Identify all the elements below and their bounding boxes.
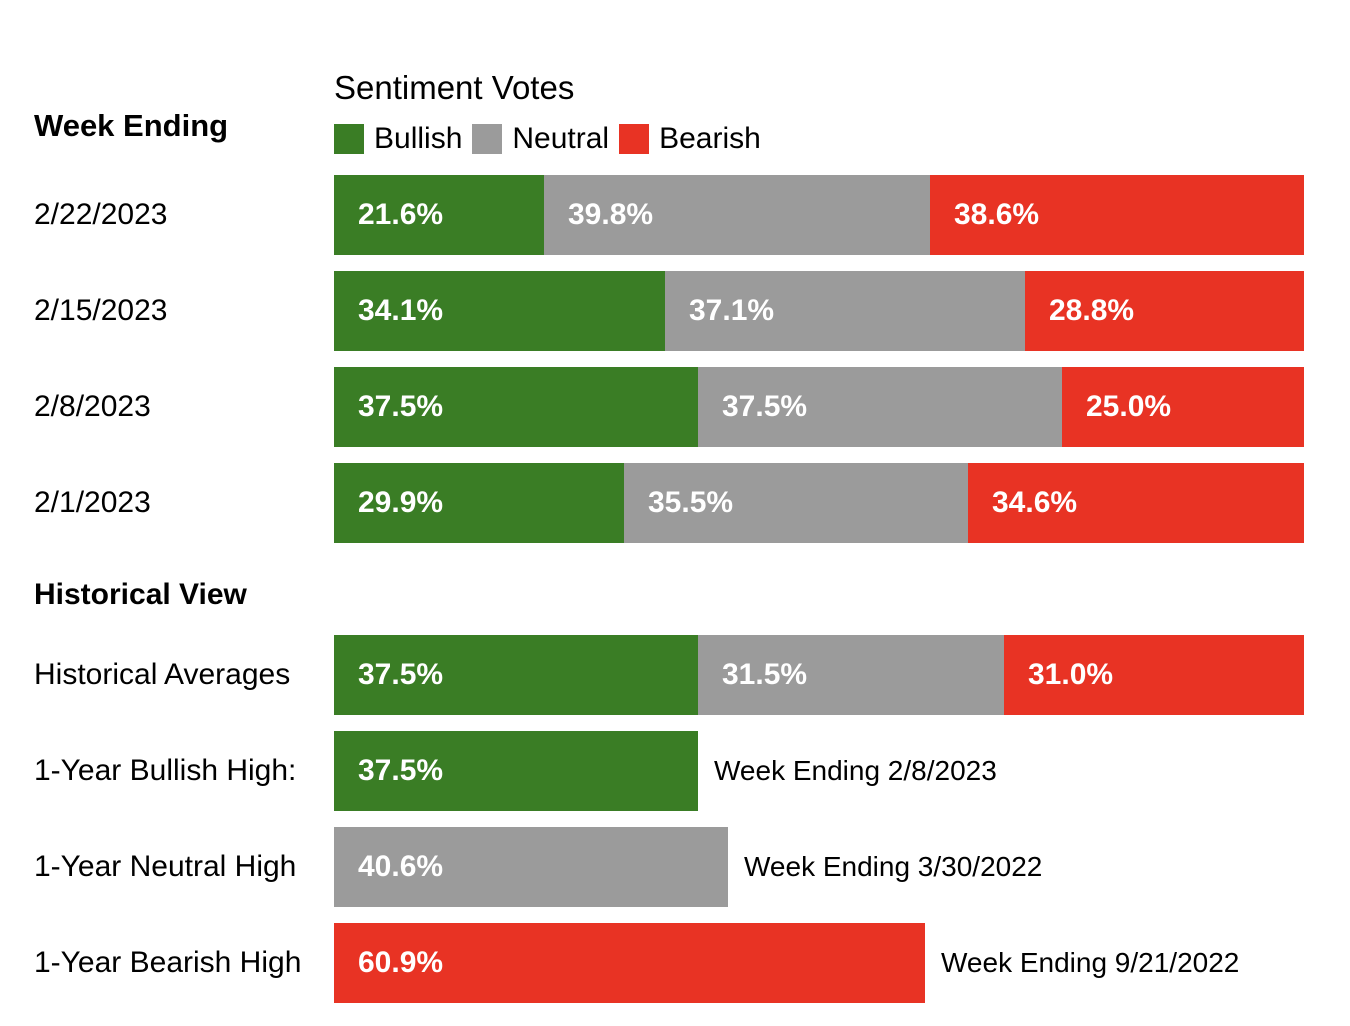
bar-segment-neutral: 37.5% [698, 367, 1062, 447]
week-label: 2/8/2023 [34, 390, 151, 423]
legend-swatch-neutral [472, 124, 503, 154]
bearish-high-note: Week Ending 9/21/2022 [941, 947, 1240, 978]
bullish-high-note: Week Ending 2/8/2023 [714, 755, 997, 786]
bearish-high-bar: 60.9% [334, 923, 925, 1003]
legend-item-bearish: Bearish [619, 122, 761, 156]
historical-averages-bar: 37.5% 31.5% 31.0% [334, 635, 1304, 715]
week-label: 2/15/2023 [34, 294, 168, 327]
bullish-high-bar: 37.5% [334, 731, 698, 811]
bar-segment-bullish: 37.5% [334, 731, 698, 811]
bar-segment-neutral: 39.8% [544, 175, 930, 255]
week-bar: 21.6% 39.8% 38.6% [334, 175, 1304, 255]
legend-swatch-bullish [334, 124, 364, 154]
legend-item-bullish: Bullish [334, 122, 462, 156]
bar-segment-bearish: 31.0% [1004, 635, 1304, 715]
bar-segment-bullish: 29.9% [334, 463, 624, 543]
neutral-high-label: 1-Year Neutral High [34, 850, 297, 883]
week-bar: 37.5% 37.5% 25.0% [334, 367, 1304, 447]
legend-label-bearish: Bearish [659, 122, 761, 155]
bar-segment-bullish: 21.6% [334, 175, 544, 255]
bar-segment-bullish: 34.1% [334, 271, 665, 351]
bar-segment-neutral: 37.1% [665, 271, 1025, 351]
historical-view-header: Historical View [34, 578, 247, 611]
bar-segment-bullish: 37.5% [334, 367, 698, 447]
legend-label-neutral: Neutral [512, 122, 610, 155]
week-label: 2/22/2023 [34, 198, 168, 231]
bar-segment-bearish: 60.9% [334, 923, 925, 1003]
chart-title: Sentiment Votes [334, 69, 575, 106]
bar-segment-bearish: 38.6% [930, 175, 1304, 255]
week-label: 2/1/2023 [34, 486, 151, 519]
bar-segment-neutral: 35.5% [624, 463, 968, 543]
bar-segment-bullish: 37.5% [334, 635, 698, 715]
historical-averages-label: Historical Averages [34, 658, 291, 691]
bearish-high-label: 1-Year Bearish High [34, 946, 302, 979]
neutral-high-note: Week Ending 3/30/2022 [744, 851, 1043, 882]
week-ending-header: Week Ending [34, 108, 229, 143]
neutral-high-bar: 40.6% [334, 827, 728, 907]
legend-swatch-bearish [619, 124, 650, 154]
bar-segment-neutral: 40.6% [334, 827, 728, 907]
bar-segment-bearish: 25.0% [1062, 367, 1304, 447]
legend: Bullish Neutral Bearish [334, 122, 771, 156]
bar-segment-neutral: 31.5% [698, 635, 1004, 715]
bullish-high-label: 1-Year Bullish High: [34, 754, 297, 787]
week-bar: 29.9% 35.5% 34.6% [334, 463, 1304, 543]
legend-label-bullish: Bullish [374, 122, 463, 155]
bar-segment-bearish: 28.8% [1025, 271, 1304, 351]
bar-segment-bearish: 34.6% [968, 463, 1304, 543]
legend-item-neutral: Neutral [472, 122, 609, 156]
week-bar: 34.1% 37.1% 28.8% [334, 271, 1304, 351]
